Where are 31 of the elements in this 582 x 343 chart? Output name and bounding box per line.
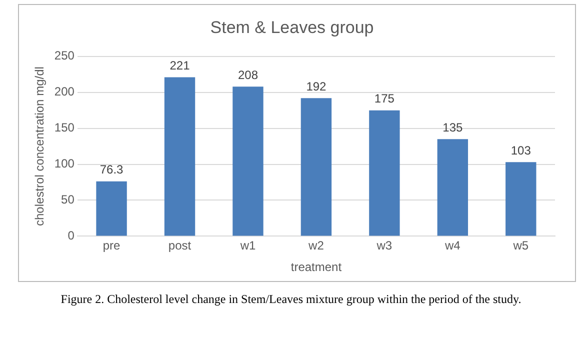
x-tick-label: w4: [444, 238, 461, 253]
x-axis-title: treatment: [290, 260, 342, 274]
data-label: 208: [238, 68, 258, 82]
y-tick-label: 50: [61, 192, 75, 207]
bar: [96, 181, 127, 236]
y-tick-label: 250: [54, 48, 75, 63]
caption: Figure 2. Cholesterol level change in Stem/Leaves mixture group within the period of the study.: [60, 292, 522, 307]
y-tick-label: 0: [68, 228, 75, 243]
data-label: 103: [510, 143, 532, 158]
data-label: 135: [442, 120, 463, 134]
data-label: 76.3: [100, 162, 124, 177]
y-tick-label: 150: [54, 120, 75, 135]
data-label: 221: [170, 58, 190, 73]
bar: [164, 77, 196, 236]
data-label: 192: [306, 79, 327, 94]
x-tick-label: pre: [102, 238, 121, 253]
x-tick-label: post: [168, 238, 192, 253]
x-tick-label: w3: [376, 238, 392, 253]
bar: [369, 110, 400, 236]
chart-title: Stem & Leaves group: [210, 18, 374, 37]
bar: [506, 162, 536, 236]
y-tick-label: 100: [54, 156, 75, 171]
bar: [300, 98, 332, 236]
data-label: 175: [374, 92, 395, 106]
x-tick-label: w2: [308, 238, 324, 253]
bar: [437, 139, 468, 236]
bar: [232, 86, 264, 236]
x-tick-label: w1: [239, 238, 256, 253]
y-axis-title: cholestrol concentration mg/dl: [32, 66, 47, 226]
y-tick-label: 200: [54, 84, 75, 99]
x-tick-label: w5: [512, 238, 529, 253]
